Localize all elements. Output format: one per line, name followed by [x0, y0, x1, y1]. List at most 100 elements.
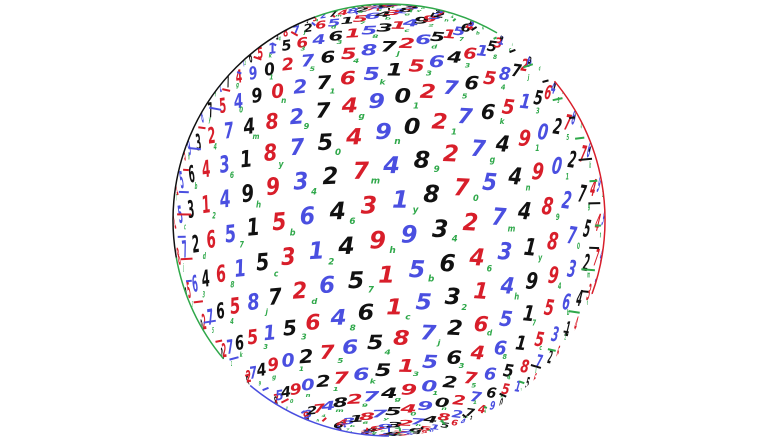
sphere-digit: 4 — [320, 398, 336, 413]
sphere-digit: 4 — [549, 77, 558, 99]
sphere-small-glyph: d — [539, 65, 541, 73]
sphere-small-glyph: 5 — [462, 92, 468, 101]
sphere-digit: 4 — [464, 19, 475, 33]
sphere-digit: 4 — [411, 431, 421, 436]
sphere-digit: 7 — [371, 408, 388, 420]
sphere-digit: 6 — [483, 365, 497, 386]
sphere-digit: 1 — [361, 432, 371, 437]
sphere-digit: 1 — [386, 295, 403, 320]
limb-streak — [499, 392, 507, 398]
sphere-digit: 9 — [368, 90, 385, 114]
sphere-digit: 0 — [263, 59, 276, 80]
sphere-digit: 5 — [533, 327, 545, 352]
sphere-small-glyph: n — [526, 183, 531, 193]
sphere-digit: 6 — [386, 2, 402, 6]
sphere-digit: 7 — [436, 8, 447, 18]
sphere-small-glyph: 6 — [482, 26, 484, 31]
sphere-digit: 1 — [345, 26, 361, 41]
sphere-digit: 9 — [377, 2, 392, 6]
limb-streak — [354, 10, 359, 15]
sphere-digit: 7 — [205, 305, 216, 331]
sphere-small-glyph: 3 — [413, 370, 419, 377]
sphere-digit: 5 — [246, 326, 260, 350]
sphere-digit: 4 — [362, 426, 379, 433]
sphere-digit: 5 — [501, 94, 516, 119]
sphere-digit: 7 — [300, 51, 316, 71]
sphere-small-glyph: 3 — [337, 40, 343, 46]
sphere-digit: 2 — [447, 316, 464, 341]
sphere-small-glyph: k — [500, 117, 506, 126]
sphere-digit: 9 — [531, 157, 546, 186]
sphere-digit: 8 — [282, 26, 289, 40]
sphere-digit: 2 — [581, 251, 591, 278]
sphere-digit: 5 — [440, 421, 450, 431]
sphere-digit: 1 — [262, 320, 277, 345]
sphere-small-glyph: m — [371, 176, 380, 186]
sphere-digit: 6 — [233, 330, 246, 355]
sphere-digit: 8 — [361, 41, 378, 59]
sphere-digit: 7 — [469, 389, 483, 406]
limb-streak — [574, 136, 585, 140]
sphere-digit: 7 — [510, 59, 522, 81]
sphere-digit: 5 — [361, 24, 378, 38]
sphere-digit: 8 — [332, 395, 348, 411]
sphere-digit: 7 — [380, 38, 397, 55]
sphere-digit: 9 — [265, 174, 281, 202]
sphere-small-glyph: j — [527, 75, 530, 82]
limb-streak — [569, 116, 575, 120]
sphere-digit: 4 — [572, 312, 580, 337]
sphere-digit: 2 — [377, 434, 392, 437]
sphere-small-glyph: 6 — [587, 298, 588, 308]
rim-arc — [249, 384, 390, 437]
sphere-small-glyph: 4 — [310, 187, 317, 197]
sphere-digit: 9 — [407, 4, 417, 9]
sphere-digit: 0 — [270, 80, 285, 104]
sphere-small-glyph: h — [444, 19, 449, 23]
sphere-small-glyph: b — [476, 31, 480, 37]
sphere-digit: 6 — [460, 22, 472, 36]
sphere-digit: 2 — [462, 209, 479, 237]
sphere-small-glyph: j — [265, 307, 269, 317]
sphere-digit: 1 — [476, 41, 490, 60]
sphere-digit: 0 — [498, 396, 504, 411]
sphere-digit: 6 — [585, 136, 593, 162]
sphere-digit: 5 — [217, 93, 228, 118]
sphere-small-glyph: k — [370, 378, 377, 385]
sphere-digit: 4 — [494, 130, 511, 158]
sphere-digit: 1 — [497, 32, 505, 48]
sphere-digit: 4 — [279, 384, 292, 401]
sphere-small-glyph: 1 — [395, 433, 401, 435]
sphere-small-glyph: c — [274, 268, 279, 279]
sphere-small-glyph: c — [539, 344, 542, 352]
rim-arc — [553, 80, 606, 295]
limb-streak — [409, 8, 413, 13]
sphere-digit: 0 — [300, 376, 315, 395]
sphere-digit: 3 — [585, 279, 593, 305]
sphere-small-glyph: 8 — [493, 54, 497, 61]
sphere-digit: 7 — [443, 76, 460, 99]
limb-streak — [244, 373, 250, 377]
sphere-small-glyph: 4 — [558, 280, 562, 291]
sphere-digit: 1 — [246, 214, 262, 243]
sphere-small-glyph: 3 — [301, 333, 307, 342]
limb-streak — [420, 426, 424, 430]
sphere-digit: 5 — [502, 360, 515, 381]
sphere-small-glyph: y — [209, 115, 212, 124]
sphere-digit: 5 — [327, 16, 341, 29]
sphere-small-glyph: c — [405, 313, 410, 322]
sphere-digit: 5 — [527, 49, 534, 68]
sphere-small-glyph: 7 — [360, 20, 367, 24]
sphere-small-glyph: y — [413, 205, 420, 215]
sphere-digit: 7 — [333, 368, 350, 388]
sphere-digit: 2 — [281, 55, 295, 76]
sphere-digit: 9 — [302, 410, 311, 422]
limb-streak — [552, 97, 563, 102]
sphere-digit: 9 — [401, 220, 418, 248]
sphere-small-glyph: b — [385, 16, 392, 20]
sphere-digit: 5 — [524, 373, 531, 392]
sphere-small-glyph: 1 — [535, 143, 539, 153]
sphere-digit: 4 — [593, 210, 603, 238]
sphere-digit: 9 — [304, 413, 310, 424]
sphere-digit: 0 — [281, 350, 296, 372]
sphere-digit: 7 — [328, 9, 339, 19]
